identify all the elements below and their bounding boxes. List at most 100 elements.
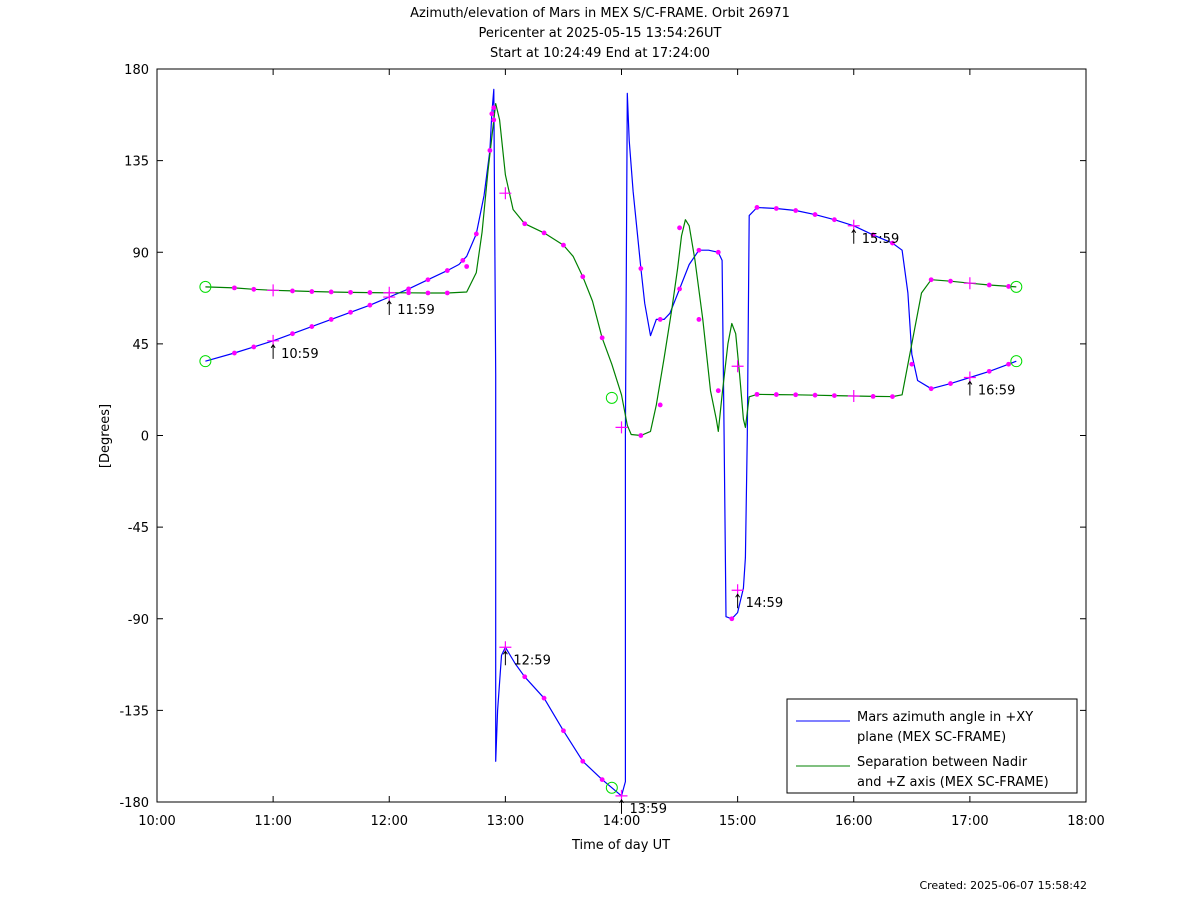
y-tick-label: -135	[119, 704, 149, 719]
hour-cross-marker	[731, 360, 744, 373]
data-point-marker	[890, 240, 895, 246]
data-point-marker	[870, 232, 876, 238]
y-tick-label: 180	[124, 63, 149, 78]
data-point-marker	[425, 277, 431, 283]
data-point-marker	[928, 277, 934, 283]
data-point-marker	[561, 242, 566, 248]
endpoint-circle-marker	[199, 355, 212, 368]
data-point-marker	[541, 695, 547, 701]
data-point-marker	[657, 402, 663, 408]
hour-cross-marker	[499, 187, 512, 200]
data-point-marker	[812, 212, 818, 217]
data-point-marker	[251, 286, 257, 292]
data-point-marker	[444, 268, 450, 273]
endpoint-circle-marker	[1010, 280, 1023, 293]
data-point-marker	[638, 266, 644, 271]
data-point-marker	[522, 674, 528, 680]
hour-cross-marker	[383, 286, 396, 299]
data-point-marker	[367, 302, 373, 308]
data-point-marker	[657, 317, 663, 322]
data-point-marker	[1006, 284, 1011, 289]
data-point-marker	[696, 247, 702, 253]
x-tick-label: 11:00	[254, 814, 291, 829]
annotation-label: 11:59	[397, 303, 434, 318]
annotation-label: 16:59	[978, 383, 1015, 398]
data-point-marker	[754, 391, 760, 397]
data-point-marker	[729, 616, 735, 622]
data-point-marker	[793, 208, 799, 213]
annotation-arrow	[386, 300, 392, 316]
annotation-label: 15:59	[862, 232, 899, 247]
annotation-arrow	[851, 228, 857, 244]
hour-cross-marker	[267, 284, 280, 297]
data-point-marker	[948, 278, 953, 284]
data-point-marker	[232, 285, 237, 291]
data-point-marker	[348, 289, 353, 295]
data-point-marker	[599, 335, 605, 341]
data-point-marker	[473, 231, 479, 237]
hour-cross-marker	[615, 421, 628, 434]
y-tick-label: -45	[128, 521, 149, 536]
x-tick-label: 17:00	[951, 814, 988, 829]
data-point-marker	[580, 758, 586, 764]
data-point-marker	[715, 249, 721, 255]
legend: Mars azimuth angle in +XY plane (MEX SC-…	[786, 698, 1078, 794]
y-tick-label: -90	[128, 613, 149, 628]
endpoint-circle-marker	[605, 391, 618, 404]
data-point-marker	[909, 361, 915, 367]
hour-cross-marker	[963, 277, 976, 290]
annotation-label: 13:59	[630, 802, 667, 817]
data-point-marker	[890, 394, 895, 400]
data-point-marker	[599, 777, 605, 783]
chart-title-line-3: Start at 10:24:49 End at 17:24:00	[490, 46, 710, 61]
annotation-label: 10:59	[281, 347, 318, 362]
x-axis-label: Time of day UT	[571, 838, 670, 853]
data-point-marker	[290, 288, 295, 294]
data-point-marker	[541, 230, 547, 236]
endpoint-circle-marker	[1010, 355, 1023, 368]
y-tick-label: 90	[132, 246, 149, 261]
data-point-marker	[677, 225, 682, 231]
x-tick-label: 10:00	[138, 814, 175, 829]
data-point-marker	[348, 309, 353, 315]
annotation-label: 14:59	[746, 596, 783, 611]
plot-frame	[156, 68, 1087, 803]
data-point-marker	[460, 257, 466, 263]
data-point-marker	[1006, 361, 1011, 367]
data-point-marker	[986, 368, 992, 374]
legend-azimuth-line-2: plane (MEX SC-FRAME)	[857, 730, 1006, 745]
legend-azimuth-line-1: Mars azimuth angle in +XY	[857, 710, 1033, 725]
series-line-azimuth	[205, 88, 1017, 797]
data-point-marker	[464, 264, 470, 269]
data-point-marker	[328, 317, 334, 322]
data-point-marker	[522, 221, 528, 227]
data-point-marker	[491, 105, 497, 111]
data-point-marker	[773, 392, 779, 397]
data-point-marker	[444, 290, 450, 296]
data-point-marker	[425, 290, 431, 296]
annotation-arrow	[967, 380, 973, 396]
data-point-marker	[754, 205, 760, 210]
data-point-marker	[928, 386, 934, 392]
endpoint-circle-marker	[199, 280, 212, 293]
data-point-marker	[309, 289, 315, 294]
data-point-marker	[696, 317, 702, 322]
x-tick-label: 12:00	[371, 814, 408, 829]
x-tick-label: 14:00	[603, 814, 640, 829]
annotation-label: 12:59	[513, 653, 550, 668]
data-point-marker	[831, 217, 837, 223]
x-tick-label: 15:00	[719, 814, 756, 829]
data-point-marker	[290, 331, 295, 337]
data-point-marker	[232, 350, 237, 356]
data-point-marker	[638, 433, 644, 438]
legend-separation-line-1: Separation between Nadir	[857, 755, 1028, 770]
created-timestamp: Created: 2025-06-07 15:58:42	[919, 879, 1087, 892]
data-point-marker	[870, 394, 876, 399]
y-tick-label: -180	[119, 796, 149, 811]
data-point-marker	[773, 206, 779, 211]
marker-layer	[199, 105, 1023, 802]
data-point-marker	[328, 289, 334, 295]
data-point-marker	[309, 324, 315, 329]
data-point-marker	[793, 392, 799, 398]
